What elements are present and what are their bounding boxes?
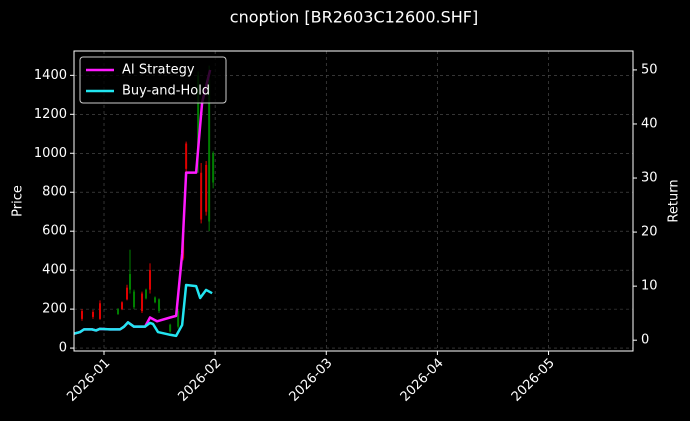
y2-axis-label: Return (667, 179, 682, 222)
candle-body (121, 302, 124, 310)
y-tick-label: 800 (42, 185, 67, 200)
candle-body (208, 79, 211, 222)
candle-body (117, 309, 120, 314)
line-series (73, 283, 213, 338)
candle-body (99, 303, 102, 319)
candle-body (200, 172, 203, 220)
y2-tick-label: 30 (641, 171, 658, 186)
y-tick-label: 400 (42, 263, 67, 278)
candle-body (149, 270, 152, 290)
legend: AI Strategy Buy-and-Hold (79, 56, 227, 104)
candle-body (185, 143, 188, 169)
y-tick-label: 1200 (34, 107, 67, 122)
y-tick-label: 1000 (34, 146, 67, 161)
y-axis-label: Price (11, 185, 26, 217)
candle-body (197, 75, 200, 154)
candle-body (205, 164, 208, 212)
y-tick-label: 200 (42, 302, 67, 317)
candle-body (154, 297, 157, 303)
legend-label: AI Strategy (122, 63, 195, 78)
y-tick-label: 0 (59, 341, 67, 356)
legend-box (79, 56, 227, 104)
candle-body (133, 291, 136, 308)
candle-body (158, 299, 161, 312)
candle-body (92, 312, 95, 317)
candle-body (129, 274, 132, 290)
y2-tick-label: 20 (641, 225, 658, 240)
chart-title: cnoption [BR2603C12600.SHF] (230, 8, 478, 27)
y2-tick-label: 10 (641, 279, 658, 294)
plot-frame (73, 50, 634, 352)
candle-body (126, 287, 129, 300)
candle-body (177, 311, 180, 327)
y2-tick-label: 0 (641, 333, 649, 348)
legend-label: Buy-and-Hold (122, 84, 210, 99)
candle-body (169, 324, 172, 332)
y-tick-label: 1400 (34, 68, 67, 83)
y2-tick-label: 50 (641, 62, 658, 77)
candle-body (145, 289, 148, 299)
candle-body (212, 153, 215, 183)
candle-body (81, 311, 84, 319)
candle-body (141, 293, 144, 312)
y-tick-label: 600 (42, 224, 67, 239)
y2-tick-label: 40 (641, 116, 658, 131)
